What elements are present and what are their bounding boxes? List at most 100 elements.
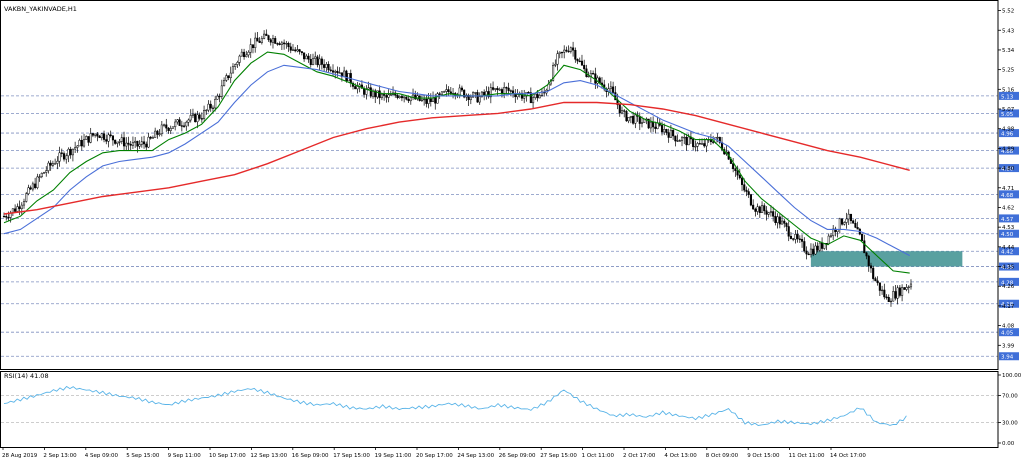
candle-body	[91, 133, 94, 136]
candle-body	[105, 139, 108, 142]
candle-body	[345, 70, 348, 82]
candle-body	[74, 147, 77, 150]
candle-body	[718, 136, 721, 143]
candle-body	[49, 162, 52, 166]
candle-body	[400, 96, 403, 99]
candle-body	[634, 114, 637, 124]
price-level-label: 4.96	[1001, 132, 1014, 138]
candle-body	[863, 240, 866, 254]
candle-body	[792, 238, 795, 240]
candle-body	[367, 87, 370, 90]
candle-body	[783, 220, 786, 224]
candle-body	[383, 93, 386, 96]
candle-body	[271, 38, 275, 43]
candle-body	[280, 42, 283, 45]
candle-body	[487, 91, 490, 98]
candle-body	[852, 220, 855, 224]
candle-body	[283, 42, 286, 45]
candle-body	[898, 287, 901, 296]
candle-body	[803, 241, 806, 252]
candle-body	[78, 139, 81, 147]
candle-body	[267, 35, 270, 40]
candle-body	[669, 129, 672, 138]
support-zone	[810, 251, 963, 267]
candle-body	[136, 140, 139, 147]
candle-body	[114, 139, 117, 144]
candle-body	[22, 201, 26, 206]
candle-body	[225, 75, 228, 81]
candle-body	[514, 93, 517, 98]
candle-body	[198, 114, 201, 119]
candle-body	[200, 118, 203, 120]
candle-body	[363, 88, 366, 95]
candle-body	[474, 92, 477, 94]
candle-body	[107, 134, 110, 142]
candle-body	[127, 142, 130, 145]
price-level-tag	[999, 247, 1019, 256]
price-tick-label: 4.35	[1002, 265, 1015, 271]
price-level-tag	[999, 328, 1019, 337]
candle-body	[849, 213, 853, 221]
candle-body	[629, 115, 632, 118]
price-level-label: 3.94	[1001, 355, 1014, 361]
candle-body	[158, 133, 161, 135]
candle-body	[809, 248, 812, 255]
candle-body	[625, 111, 628, 122]
candle-body	[832, 228, 835, 237]
slow-moving-average-line	[3, 101, 910, 215]
time-tick-label: 2 Sep 13:00	[43, 453, 77, 459]
candle-body	[680, 137, 684, 142]
candle-body	[27, 187, 30, 194]
candle-body	[427, 98, 430, 104]
candle-body	[876, 280, 879, 284]
moving-averages	[3, 51, 910, 274]
candle-body	[163, 124, 166, 126]
time-tick-label: 1 Oct 11:00	[582, 453, 615, 459]
candle-body	[440, 91, 443, 95]
candle-body	[327, 63, 330, 71]
candle-body	[785, 223, 788, 227]
candle-body	[420, 99, 423, 101]
candle-body	[496, 88, 499, 90]
candle-body	[356, 86, 359, 90]
candle-body	[98, 135, 101, 139]
price-level-tag	[999, 262, 1019, 271]
candle-body	[389, 94, 392, 96]
candle-body	[47, 162, 50, 171]
candle-body	[692, 138, 695, 147]
candle-body	[447, 89, 450, 93]
price-level-tag	[999, 146, 1019, 155]
price-tick-label: 5.07	[1002, 107, 1015, 113]
price-tick-label: 4.98	[1002, 127, 1015, 133]
time-tick-label: 4 Oct 13:00	[664, 453, 697, 459]
candle-body	[685, 136, 688, 146]
candle-body	[334, 70, 337, 73]
candle-body	[527, 92, 530, 94]
candle-body	[801, 239, 804, 242]
candle-body	[62, 153, 66, 160]
candle-body	[425, 98, 428, 104]
candle-body	[734, 168, 737, 171]
candle-body	[336, 70, 339, 73]
candle-body	[203, 110, 206, 119]
candle-body	[663, 129, 666, 133]
candle-body	[174, 121, 177, 128]
candle-body	[305, 55, 308, 60]
candle-body	[554, 63, 557, 66]
candle-body	[869, 265, 873, 269]
candle-body	[25, 193, 28, 202]
candle-body	[311, 58, 315, 65]
candle-body	[29, 187, 32, 190]
time-axis: 28 Aug 2019 2 Sep 13:00 4 Sep 09:00 5 Sep 1…	[2, 447, 866, 459]
candle-body	[567, 50, 570, 53]
candle-body	[500, 89, 504, 94]
candle-body	[612, 86, 615, 93]
candle-body	[129, 143, 132, 146]
candle-body	[552, 65, 555, 81]
candle-body	[674, 135, 677, 142]
fast-moving-average-line	[3, 51, 910, 274]
candle-body	[507, 87, 510, 91]
candle-body	[238, 55, 241, 63]
candle-body	[156, 130, 159, 135]
